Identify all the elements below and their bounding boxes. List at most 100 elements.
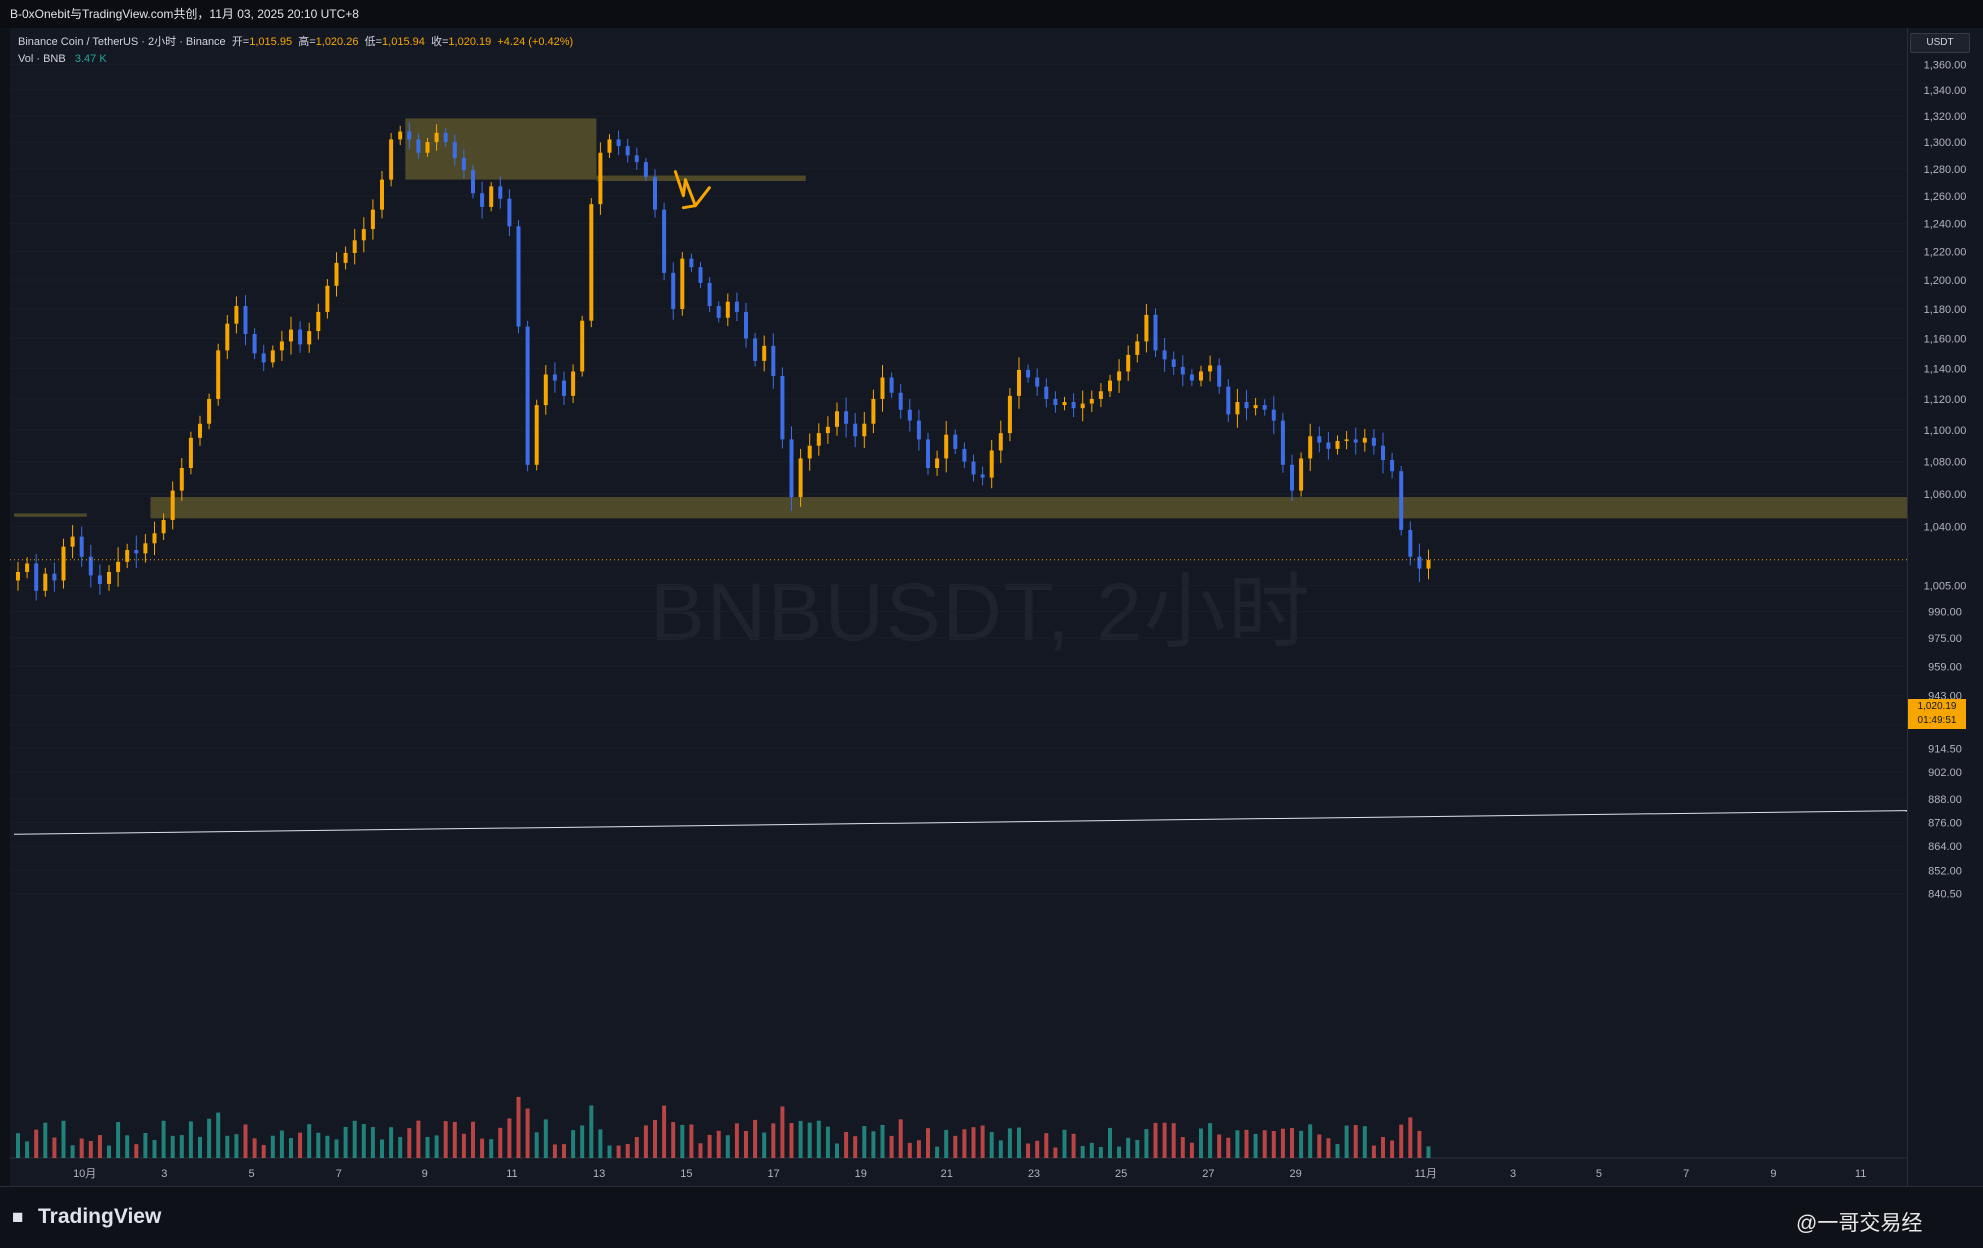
candle-body [1371,437,1376,446]
volume-bar [944,1129,949,1158]
candle-body [944,434,949,459]
candle-body [416,139,421,153]
candle-body [407,131,412,140]
candle-body [1098,391,1103,399]
candle-body [753,338,758,361]
candle-body [1244,402,1249,409]
support-resistance-zone [14,513,87,517]
volume-bar [780,1106,785,1158]
volume-bar [216,1112,221,1158]
volume-bar [880,1124,885,1158]
volume-bar [1062,1129,1067,1158]
price-tick-label: 888.00 [1928,794,1962,806]
candle-body [207,398,212,424]
candle-body [471,170,475,194]
candle-body [434,132,439,143]
close-value: 1,020.19 [448,36,492,48]
candle-body [307,331,312,345]
price-tick-label: 1,360.00 [1924,59,1967,71]
time-tick-label: 19 [855,1168,867,1180]
price-tick-label: 914.50 [1928,743,1962,755]
candle-body [1180,366,1185,375]
candle-body [1026,369,1031,378]
time-tick-label: 5 [1596,1168,1602,1180]
chart-area[interactable] [10,28,1907,1186]
volume-bar [1144,1129,1149,1158]
volume-bar [1362,1126,1367,1158]
price-tick-label: 1,040.00 [1924,522,1967,534]
time-tick-label: 3 [161,1168,167,1180]
candle-body [607,139,612,153]
volume-bar [734,1123,739,1158]
volume-bar [1290,1128,1294,1158]
volume-bar [1007,1128,1012,1158]
price-axis[interactable] [1907,28,1983,1186]
candle-body [580,320,585,372]
candle-body [1017,369,1021,396]
volume-bar [1244,1129,1249,1158]
volume-bar [807,1122,812,1158]
candle-body [79,536,84,557]
volume-bar [252,1138,257,1158]
candle-body [662,209,667,273]
price-tick-label: 852.00 [1928,865,1962,877]
volume-bar [1189,1142,1194,1158]
candle-body [234,306,239,324]
volume-bar [552,1144,557,1158]
candle-body [498,186,503,199]
currency-unit-button[interactable]: USDT [1910,33,1970,53]
volume-bar [134,1144,139,1158]
candle-body [1271,409,1276,421]
time-tick-label: 13 [593,1168,605,1180]
volume-bar [161,1120,166,1158]
candle-body [1153,314,1158,351]
candle-body [844,411,849,424]
candle-body [16,571,20,581]
price-tick-label: 1,220.00 [1924,247,1967,259]
volume-bar [825,1126,830,1158]
candle-body [1062,402,1067,406]
candle-body [1381,445,1385,461]
volume-bar [407,1128,412,1158]
volume-bar [580,1125,585,1158]
candle-body [780,375,785,440]
candle-body [598,152,603,205]
volume-bar [70,1145,75,1158]
candle-body [516,226,521,327]
low-value: 1,015.94 [382,36,425,48]
volume-bar [680,1124,685,1158]
candle-body [1253,405,1258,409]
candle-body [88,556,93,576]
open-value: 1,015.95 [249,36,293,48]
candle-body [543,374,548,406]
candle-body [1344,439,1349,441]
bottom-bar [0,1186,1983,1248]
price-tick-label: 959.00 [1928,661,1962,673]
volume-bar [662,1105,667,1158]
volume-bar [279,1130,284,1158]
candle-body [252,334,257,354]
volume-bar [225,1135,230,1158]
price-tick-label: 902.00 [1928,767,1962,779]
volume-bar [489,1139,494,1158]
tradingview-logo[interactable]: ■ TradingView [12,1205,162,1228]
candle-body [762,345,767,361]
time-tick-label: 17 [767,1168,779,1180]
candle-body [525,326,530,465]
volume-bar [1126,1137,1131,1158]
candle-body [689,258,694,268]
candle-body [198,423,202,438]
volume-bar [989,1132,994,1158]
volume-bar [1408,1117,1413,1158]
price-tick-label: 1,280.00 [1924,164,1967,176]
candle-body [1317,436,1322,443]
volume-bar [1053,1147,1058,1158]
volume-bar [398,1137,403,1158]
volume-bar [1417,1130,1422,1158]
volume-bar [370,1127,375,1158]
candle-body [616,139,621,147]
candle-body [107,571,111,584]
candle-body [279,341,284,351]
symbol-title: Binance Coin / TetherUS · 2小时 · Binance [18,36,226,48]
candle-body [816,433,821,446]
